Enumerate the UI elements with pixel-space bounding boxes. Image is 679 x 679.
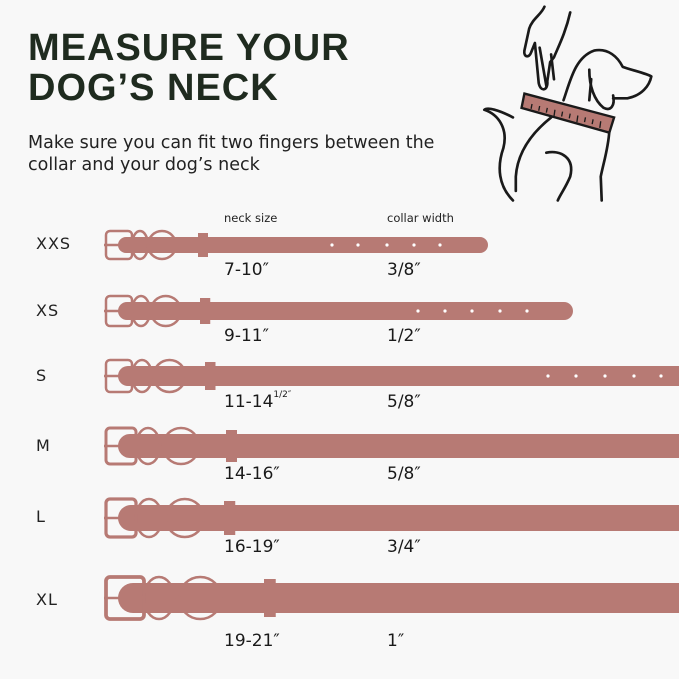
neck-range: 14-16″ bbox=[224, 464, 280, 484]
collar-hole bbox=[632, 374, 636, 378]
collar-hole bbox=[330, 243, 334, 247]
collar-ring bbox=[142, 575, 176, 621]
ruler-collar-icon bbox=[520, 92, 616, 135]
d-ring bbox=[152, 358, 187, 394]
collar-ring bbox=[134, 426, 162, 466]
size-label: XS bbox=[36, 301, 60, 320]
subtitle: Make sure you can fit two fingers betwee… bbox=[28, 133, 435, 175]
collar-ring bbox=[134, 497, 164, 539]
collar-l bbox=[104, 497, 679, 539]
collar-keeper bbox=[224, 501, 236, 535]
size-label: M bbox=[36, 436, 51, 455]
collar-hole bbox=[416, 309, 420, 313]
neck-range: 16-19″ bbox=[224, 537, 280, 557]
size-label: S bbox=[36, 366, 48, 385]
collar-xs bbox=[104, 294, 573, 328]
collar-hole bbox=[546, 374, 550, 378]
collar-hole bbox=[525, 309, 529, 313]
collar-xxs bbox=[104, 229, 488, 261]
d-ring bbox=[164, 497, 205, 539]
d-ring bbox=[161, 426, 201, 466]
d-ring bbox=[149, 294, 182, 328]
collar-keeper bbox=[198, 233, 208, 257]
collar-width-value: 5/8″ bbox=[387, 464, 421, 484]
collar-m bbox=[104, 426, 679, 466]
collar-hole bbox=[438, 243, 442, 247]
d-ring bbox=[146, 229, 178, 261]
neck-range: 19-21″ bbox=[224, 631, 280, 651]
collar-width-value: 3/4″ bbox=[387, 537, 421, 557]
neck-size-value: 11-141/2″ bbox=[224, 390, 292, 412]
title-line-2: DOG’S NECK bbox=[28, 67, 279, 109]
collar-width-value: 3/8″ bbox=[387, 260, 421, 280]
neck-size-value: 9-11″ bbox=[224, 326, 269, 346]
size-label: L bbox=[36, 507, 46, 526]
collar-hole bbox=[574, 374, 578, 378]
collar-hole bbox=[659, 374, 663, 378]
neck-fraction: 1/2″ bbox=[273, 390, 292, 400]
collar-strap bbox=[118, 237, 488, 253]
collar-hole bbox=[385, 243, 389, 247]
page-title: MEASURE YOUR DOG’S NECK bbox=[28, 28, 350, 108]
collar-width-value: 5/8″ bbox=[387, 392, 421, 412]
neck-range: 11-14 bbox=[224, 392, 274, 412]
collar-strap bbox=[118, 434, 679, 458]
collar-hole bbox=[603, 374, 607, 378]
collar-keeper bbox=[264, 579, 276, 617]
dog-measure-icon bbox=[482, 5, 653, 202]
collar-strap bbox=[118, 505, 679, 531]
neck-size-value: 14-16″ bbox=[224, 464, 280, 484]
collar-keeper bbox=[200, 298, 211, 324]
collar-s bbox=[104, 358, 679, 394]
collar-xl bbox=[104, 575, 679, 621]
neck-size-value: 19-21″ bbox=[224, 631, 280, 651]
collar-width-value: 1″ bbox=[387, 631, 405, 651]
neck-range: 9-11″ bbox=[224, 326, 269, 346]
d-ring bbox=[178, 575, 223, 621]
neck-range: 7-10″ bbox=[224, 260, 269, 280]
collar-hole bbox=[470, 309, 474, 313]
collar-width-value: 1/2″ bbox=[387, 326, 421, 346]
collar-strap bbox=[118, 583, 679, 613]
neck-size-value: 16-19″ bbox=[224, 537, 280, 557]
neck-size-header: neck size bbox=[224, 211, 278, 225]
collar-hole bbox=[443, 309, 447, 313]
collar-keeper bbox=[205, 362, 216, 390]
collar-hole bbox=[412, 243, 416, 247]
collar-keeper bbox=[226, 430, 237, 462]
collar-strap bbox=[118, 366, 679, 386]
size-label: XXS bbox=[36, 234, 72, 253]
collar-hole bbox=[356, 243, 360, 247]
title-line-1: MEASURE YOUR bbox=[28, 27, 350, 69]
size-label: XL bbox=[36, 590, 58, 609]
collar-hole bbox=[498, 309, 502, 313]
neck-size-value: 7-10″ bbox=[224, 260, 269, 280]
collar-strap bbox=[118, 302, 573, 320]
collar-ring bbox=[130, 358, 154, 394]
collar-width-header: collar width bbox=[387, 211, 454, 225]
